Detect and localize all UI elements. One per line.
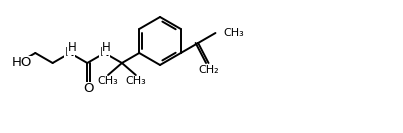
Text: H: H: [68, 41, 76, 54]
Text: CH₃: CH₃: [223, 28, 244, 38]
Text: HO: HO: [12, 57, 32, 70]
Text: N: N: [100, 47, 110, 59]
Text: CH₃: CH₃: [125, 76, 146, 86]
Text: H: H: [102, 41, 111, 54]
Text: CH₂: CH₂: [198, 65, 219, 75]
Text: O: O: [83, 82, 93, 95]
Text: CH₃: CH₃: [98, 76, 118, 86]
Text: N: N: [65, 47, 75, 59]
